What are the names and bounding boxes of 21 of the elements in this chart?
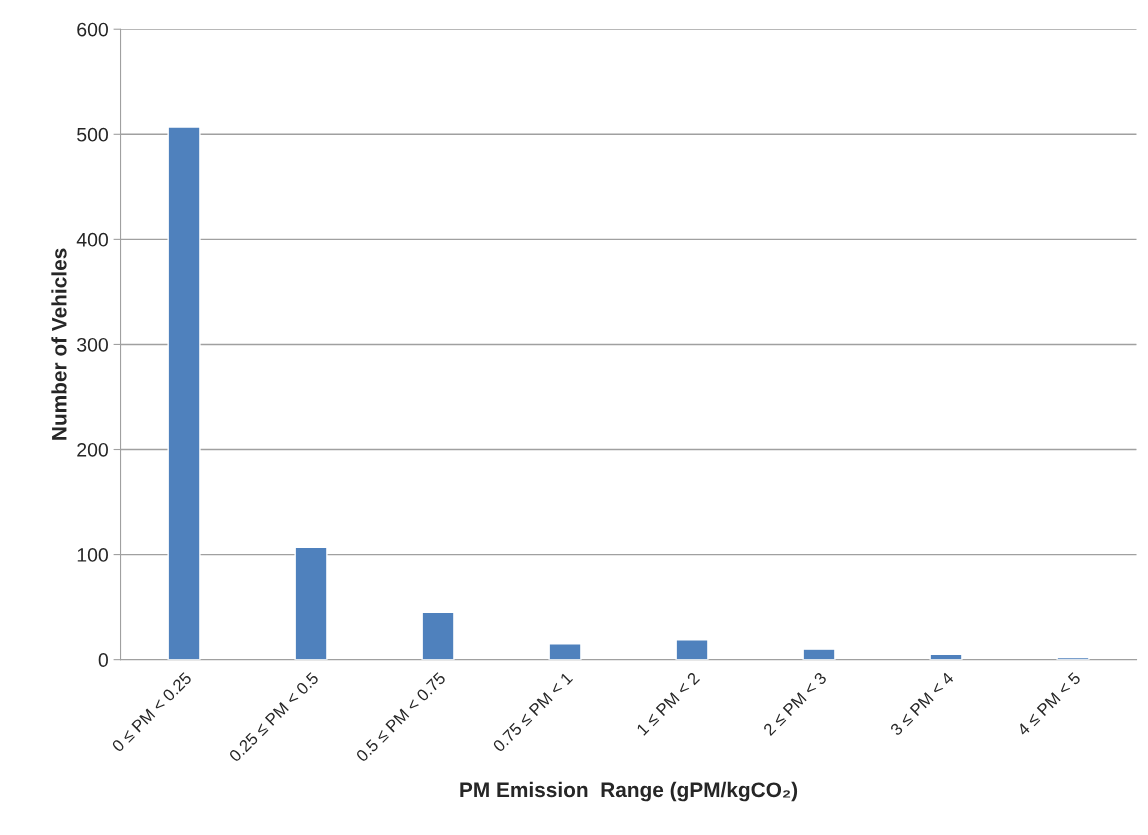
bar — [167, 126, 201, 660]
y-tick-label: 200 — [77, 442, 108, 457]
y-tick-label: 500 — [77, 127, 108, 142]
x-tick-label: 1 ≤ PM < 2 — [636, 671, 700, 736]
bar — [675, 638, 709, 660]
y-tick-label: 100 — [77, 548, 108, 562]
bar — [294, 546, 328, 660]
y-tick-label: 0 — [98, 653, 108, 667]
x-tick-label: 4 ≤ PM < 5 — [1016, 671, 1082, 737]
bar — [421, 611, 455, 660]
bar — [802, 648, 836, 660]
x-tick-label: 0.25 ≤ PM < 0.5 — [228, 671, 320, 763]
x-tick-label: 0.75 ≤ PM < 1 — [492, 671, 574, 753]
x-axis-title: PM Emission Range (gPM/kgCO₂) — [460, 781, 798, 802]
y-tick-label: 300 — [77, 337, 108, 352]
y-axis-title: Number of Vehicles — [51, 248, 67, 440]
x-tick-label: 2 ≤ PM < 3 — [762, 671, 828, 737]
bar — [548, 643, 582, 660]
x-tick-label: 3 ≤ PM < 4 — [889, 671, 955, 737]
y-tick-label: 400 — [76, 232, 108, 247]
y-tick-label: 600 — [77, 22, 108, 37]
